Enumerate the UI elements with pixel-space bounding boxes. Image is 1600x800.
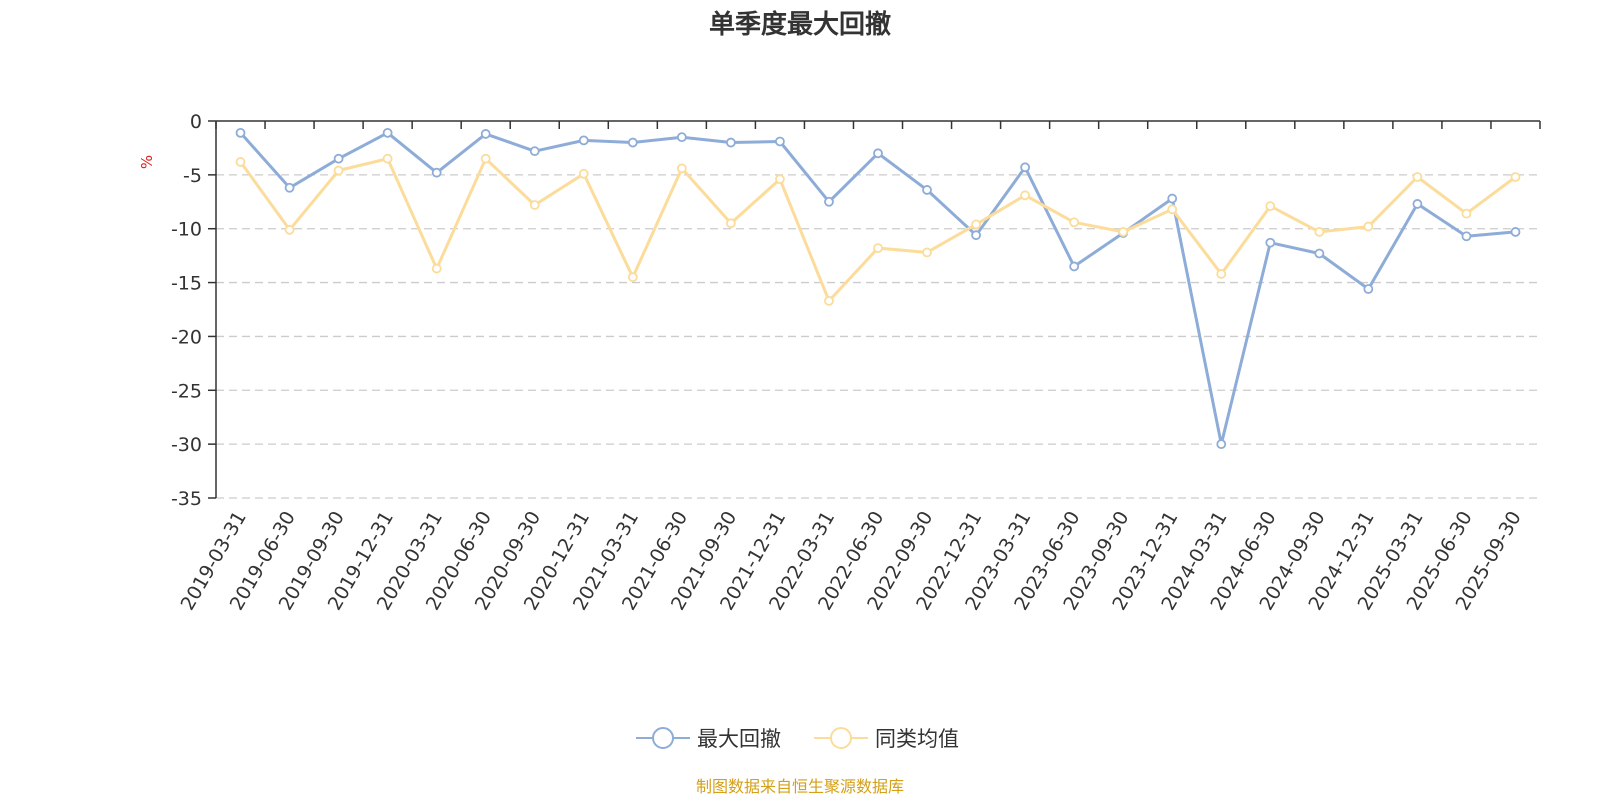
legend[interactable]: 最大回撤 同类均值 <box>636 727 959 751</box>
data-point[interactable] <box>235 157 246 167</box>
y-tick-label: -20 <box>171 326 202 348</box>
data-point[interactable] <box>333 165 344 176</box>
series-0 <box>235 127 1521 450</box>
data-point[interactable] <box>480 129 491 139</box>
series-1 <box>235 153 1521 306</box>
data-point[interactable] <box>627 137 638 148</box>
y-tick-label: -10 <box>171 219 202 241</box>
data-point[interactable] <box>431 263 442 274</box>
data-point[interactable] <box>922 247 932 258</box>
data-point[interactable] <box>1412 172 1423 182</box>
data-point[interactable] <box>1265 237 1276 248</box>
series-line <box>239 157 1517 303</box>
data-point[interactable] <box>333 153 344 164</box>
data-point[interactable] <box>1363 284 1374 294</box>
y-tick-label: 0 <box>190 111 202 133</box>
data-point[interactable] <box>1363 221 1374 232</box>
y-tick-label: -5 <box>183 165 202 187</box>
data-point[interactable] <box>529 200 540 210</box>
data-point[interactable] <box>284 182 295 193</box>
y-tick-label: -35 <box>171 488 202 510</box>
data-point[interactable] <box>775 136 785 147</box>
data-point[interactable] <box>1069 261 1080 272</box>
data-point[interactable] <box>1069 217 1080 228</box>
data-point[interactable] <box>1314 227 1325 237</box>
data-point[interactable] <box>578 168 589 179</box>
data-point[interactable] <box>382 153 393 164</box>
data-point[interactable] <box>1020 190 1031 201</box>
data-point[interactable] <box>1510 227 1521 237</box>
data-point[interactable] <box>1216 269 1227 279</box>
data-point[interactable] <box>824 295 834 306</box>
data-point[interactable] <box>431 167 442 178</box>
data-point[interactable] <box>775 174 785 185</box>
data-point[interactable] <box>1265 201 1276 211</box>
legend-label-peer-average: 同类均值 <box>875 727 959 751</box>
data-point[interactable] <box>1020 162 1031 173</box>
data-point[interactable] <box>1216 439 1227 450</box>
chart-title: 单季度最大回撤 <box>709 9 891 40</box>
data-point[interactable] <box>627 272 638 283</box>
legend-label-max-drawdown: 最大回撤 <box>697 727 781 751</box>
series-lines <box>235 127 1521 450</box>
data-point[interactable] <box>1412 199 1423 209</box>
y-tick-label: -25 <box>171 380 202 402</box>
data-point[interactable] <box>1167 204 1178 215</box>
data-point[interactable] <box>1461 208 1472 219</box>
data-point[interactable] <box>824 196 834 207</box>
data-point[interactable] <box>284 224 295 235</box>
data-point[interactable] <box>873 243 883 254</box>
series-line <box>239 131 1516 446</box>
data-point[interactable] <box>529 146 540 157</box>
y-tick-label: -30 <box>171 434 202 456</box>
data-point[interactable] <box>676 132 687 143</box>
data-point[interactable] <box>971 219 981 230</box>
data-point[interactable] <box>480 153 491 164</box>
data-point[interactable] <box>235 127 246 138</box>
data-point[interactable] <box>1167 193 1178 204</box>
axes: 0-5-10-15-20-25-30-352019-03-312019-06-3… <box>171 111 1541 614</box>
data-point[interactable] <box>725 218 736 229</box>
legend-marker-max-drawdown <box>652 727 674 749</box>
data-point[interactable] <box>873 148 883 159</box>
data-point[interactable] <box>922 185 932 195</box>
data-point[interactable] <box>1510 172 1521 182</box>
data-point[interactable] <box>725 137 736 148</box>
legend-item-peer-average[interactable]: 同类均值 <box>814 727 959 751</box>
data-point[interactable] <box>1118 227 1129 237</box>
data-point[interactable] <box>1314 248 1325 259</box>
y-axis-unit: % <box>138 155 156 169</box>
data-point[interactable] <box>578 135 589 146</box>
source-note: 制图数据来自恒生聚源数据库 <box>696 777 904 796</box>
data-point[interactable] <box>382 127 393 138</box>
data-point[interactable] <box>676 163 687 174</box>
y-tick-label: -15 <box>171 273 202 295</box>
legend-item-max-drawdown[interactable]: 最大回撤 <box>636 727 781 751</box>
grid-lines <box>216 174 1540 499</box>
data-point[interactable] <box>1461 231 1472 242</box>
legend-marker-peer-average <box>830 727 852 749</box>
data-point[interactable] <box>971 230 981 241</box>
